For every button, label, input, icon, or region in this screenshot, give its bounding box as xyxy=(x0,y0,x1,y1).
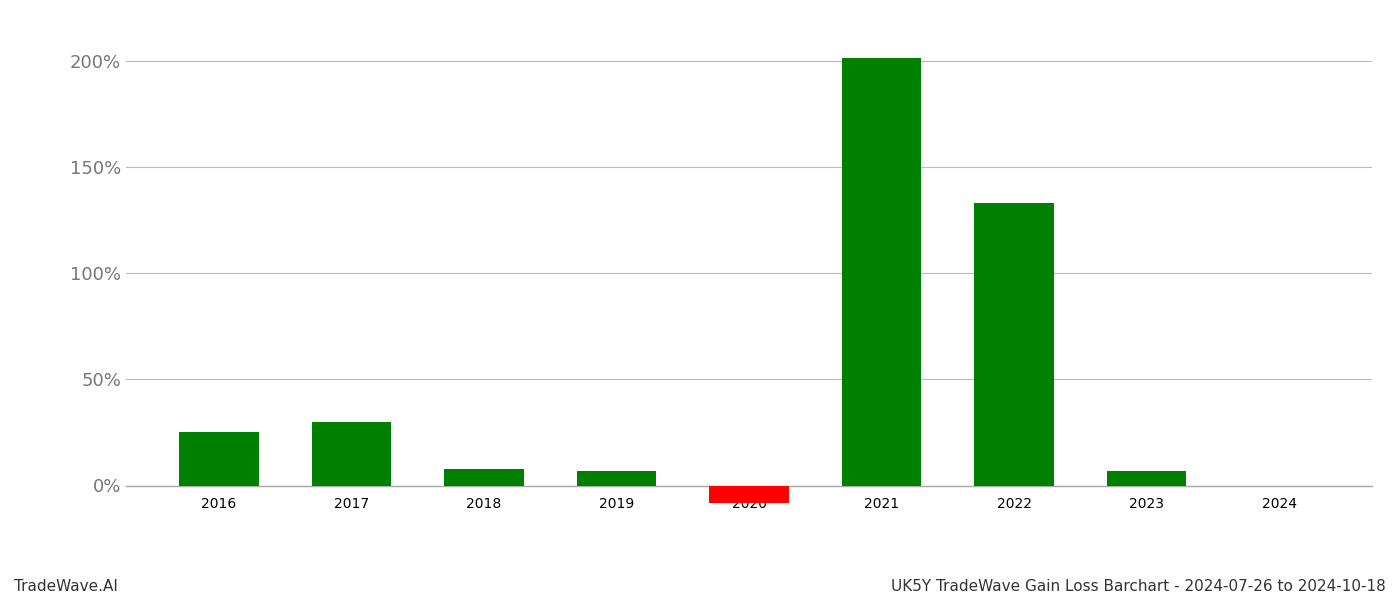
Bar xyxy=(974,203,1054,485)
Bar xyxy=(1107,470,1186,485)
Bar xyxy=(312,422,391,485)
Bar xyxy=(710,485,788,503)
Bar xyxy=(577,470,657,485)
Text: UK5Y TradeWave Gain Loss Barchart - 2024-07-26 to 2024-10-18: UK5Y TradeWave Gain Loss Barchart - 2024… xyxy=(892,579,1386,594)
Bar xyxy=(179,433,259,485)
Bar xyxy=(841,58,921,485)
Text: TradeWave.AI: TradeWave.AI xyxy=(14,579,118,594)
Bar xyxy=(444,469,524,485)
